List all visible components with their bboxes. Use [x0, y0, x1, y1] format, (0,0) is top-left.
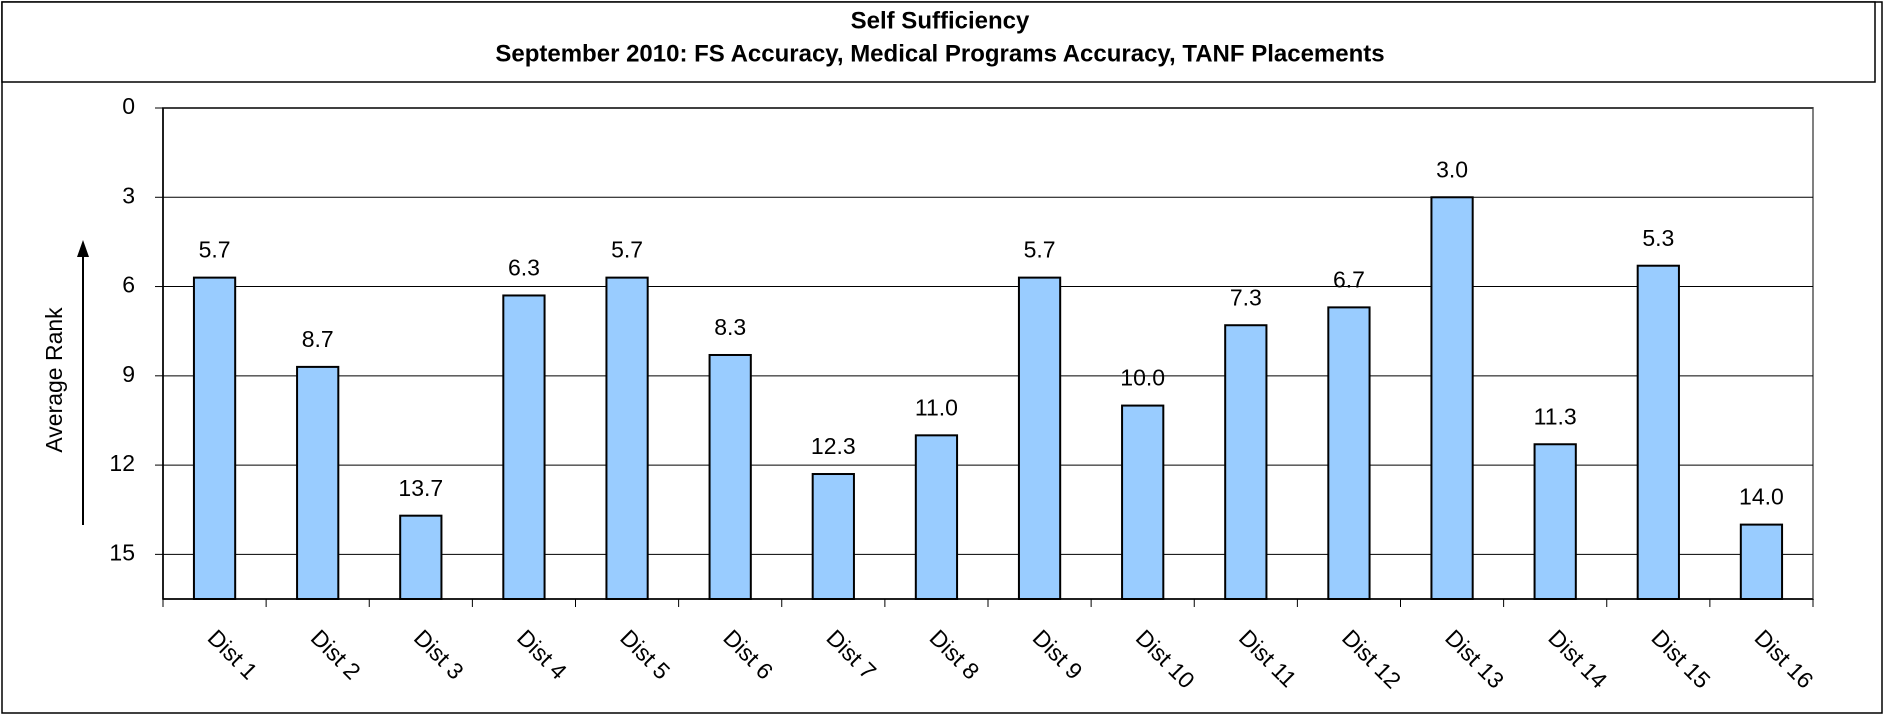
- x-tick-label: Dist 15: [1646, 624, 1715, 693]
- bar: [502, 294, 546, 600]
- value-label: 3.0: [1436, 156, 1468, 182]
- bar: [708, 353, 752, 600]
- value-label: 5.7: [611, 237, 643, 263]
- x-tick-label: Dist 8: [925, 624, 985, 684]
- bar: [399, 514, 443, 600]
- chart-subtitle: September 2010: FS Accuracy, Medical Pro…: [495, 40, 1384, 67]
- y-axis-label: Average Rank: [41, 307, 67, 453]
- value-label: 8.7: [302, 326, 334, 352]
- y-tick-label: 0: [122, 93, 135, 119]
- value-label: 13.7: [398, 475, 443, 501]
- bar: [1121, 404, 1165, 600]
- x-tick-label: Dist 12: [1337, 624, 1406, 693]
- y-tick-label: 15: [109, 539, 135, 565]
- y-tick-label: 9: [122, 361, 135, 387]
- value-label: 5.7: [199, 237, 231, 263]
- axis-arrow-head: [77, 240, 89, 257]
- value-label: 11.3: [1534, 403, 1577, 429]
- x-tick-label: Dist 11: [1234, 624, 1302, 692]
- x-tick-label: Dist 1: [203, 624, 263, 684]
- x-tick-label: Dist 7: [821, 624, 881, 684]
- value-label: 6.3: [508, 255, 540, 281]
- x-tick-label: Dist 2: [306, 624, 366, 684]
- bar: [192, 276, 237, 600]
- bar: [296, 365, 340, 600]
- value-label: 5.7: [1024, 237, 1056, 263]
- x-tick-label: Dist 13: [1440, 624, 1509, 693]
- value-label: 8.3: [714, 314, 746, 340]
- title-box: [1, 1, 1876, 83]
- value-label: 7.3: [1230, 284, 1262, 310]
- value-label: 12.3: [811, 433, 856, 459]
- bar: [914, 434, 959, 601]
- y-tick-label: 6: [122, 272, 135, 298]
- bar: [1533, 443, 1577, 601]
- x-tick-label: Dist 16: [1750, 624, 1819, 693]
- bar: [1224, 324, 1268, 600]
- x-tick-label: Dist 6: [718, 624, 778, 684]
- bar: [1739, 523, 1784, 601]
- x-tick-label: Dist 4: [512, 624, 572, 684]
- value-label: 5.3: [1642, 225, 1674, 251]
- y-tick-label: 12: [109, 450, 135, 476]
- bar: [1327, 306, 1371, 600]
- y-tick-label: 3: [122, 182, 135, 208]
- value-label: 6.7: [1333, 266, 1365, 292]
- x-tick-label: Dist 9: [1028, 624, 1088, 684]
- x-tick-label: Dist 14: [1543, 624, 1612, 693]
- value-label: 11.0: [915, 394, 958, 420]
- x-tick-label: Dist 3: [409, 624, 469, 684]
- x-tick-label: Dist 10: [1131, 624, 1200, 693]
- bar: [811, 473, 855, 601]
- value-label: 10.0: [1120, 365, 1165, 391]
- bar: [1636, 264, 1680, 600]
- bar: [1017, 276, 1062, 600]
- bar: [605, 276, 649, 600]
- value-label: 14.0: [1739, 484, 1784, 510]
- chart-title: Self Sufficiency: [851, 7, 1030, 34]
- x-tick-label: Dist 5: [615, 624, 675, 684]
- bar: [1430, 196, 1474, 600]
